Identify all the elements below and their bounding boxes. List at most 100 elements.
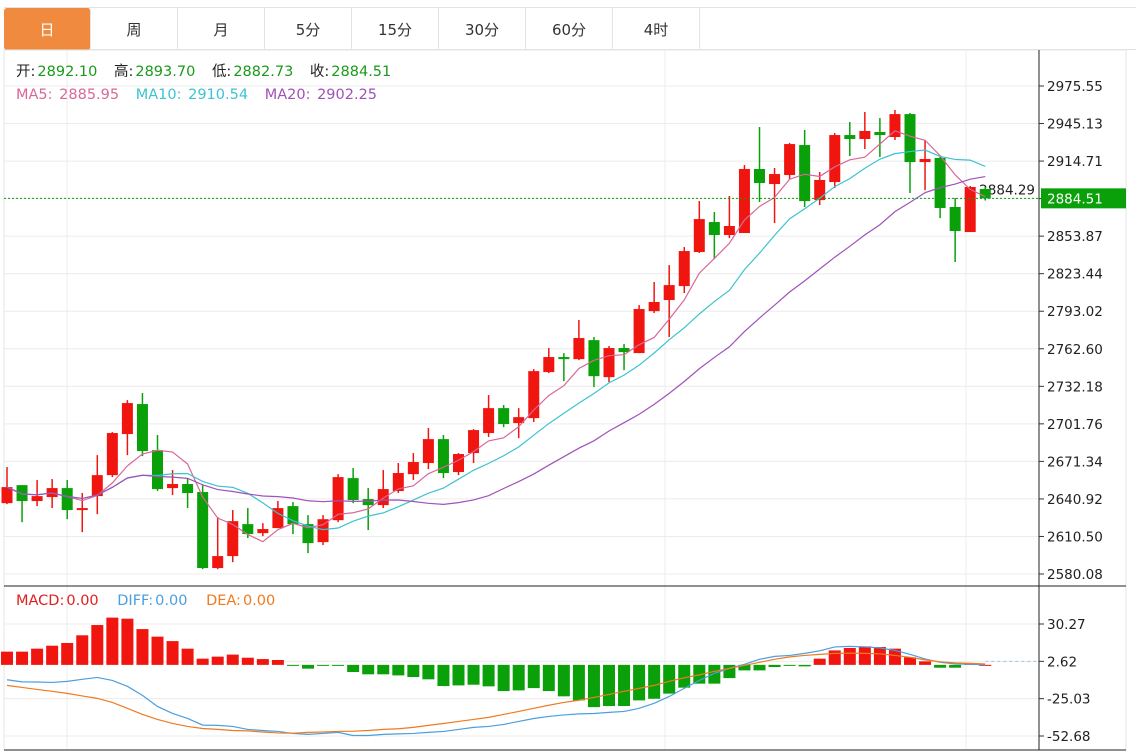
macd-bar xyxy=(211,656,224,665)
candle-body xyxy=(904,114,916,163)
macd-bar xyxy=(317,664,330,666)
candle-body xyxy=(588,340,600,377)
macd-bar xyxy=(873,647,886,665)
price-tick-label: 2945.13 xyxy=(1047,117,1103,133)
macd-bar xyxy=(813,658,826,665)
price-tick-label: 2580.08 xyxy=(1047,567,1103,583)
tab-2[interactable]: 月 xyxy=(178,8,265,50)
ma10-line xyxy=(6,149,986,531)
macd-bar xyxy=(166,641,179,665)
candle-body xyxy=(874,131,886,136)
tab-1[interactable]: 周 xyxy=(91,8,178,50)
macd-bar xyxy=(497,664,510,692)
candle-body xyxy=(468,430,480,454)
ma5-line xyxy=(6,130,986,543)
tab-5[interactable]: 30分 xyxy=(439,8,526,50)
macd-bar xyxy=(708,664,721,684)
price-tick-label: 2732.18 xyxy=(1047,379,1103,395)
macd-bar xyxy=(753,664,766,671)
price-tick-label: 2914.71 xyxy=(1047,154,1103,170)
macd-bar xyxy=(1,651,13,665)
candle-body xyxy=(287,506,299,525)
macd-bar xyxy=(843,647,856,665)
price-tick-label: 2975.55 xyxy=(1047,79,1103,95)
macd-bar xyxy=(136,629,149,665)
close-value: 2884.51 xyxy=(331,64,392,80)
diff-label: DIFF: xyxy=(117,593,154,609)
macd-bar xyxy=(542,664,555,692)
tab-7[interactable]: 4时 xyxy=(613,8,700,50)
candle-body xyxy=(182,484,194,494)
macd-bar xyxy=(587,664,600,708)
candle-body xyxy=(573,338,585,360)
ohlc-readout: 开: 2892.10 高: 2893.70 低: 2882.73 收: 2884.51 xyxy=(16,63,393,81)
price-tick-label: 2793.02 xyxy=(1047,304,1103,320)
price-tick-label: 2884.29 xyxy=(979,183,1035,199)
candle-body xyxy=(528,371,540,419)
candle-body xyxy=(498,408,510,425)
price-tick-label: 2610.50 xyxy=(1047,529,1103,545)
candle-body xyxy=(136,404,148,452)
tab-6[interactable]: 60分 xyxy=(526,8,613,50)
ma-readout: MA5: 2885.95 MA10: 2910.54 MA20: 2902.25 xyxy=(16,86,379,104)
ma20-line xyxy=(6,175,986,505)
macd-bar xyxy=(828,650,841,665)
candle-body xyxy=(949,206,961,232)
macd-bar xyxy=(633,664,646,701)
diff-line xyxy=(6,645,986,737)
macd-bar xyxy=(437,664,450,687)
macd-label: MACD: xyxy=(16,593,65,609)
macd-bar xyxy=(934,664,947,668)
candle-body xyxy=(242,524,254,535)
macd-bar xyxy=(798,664,811,667)
macd-tick-label: 2.62 xyxy=(1047,654,1077,670)
candle-body xyxy=(152,450,163,490)
high-value: 2893.70 xyxy=(135,64,196,80)
tab-4[interactable]: 15分 xyxy=(352,8,439,50)
macd-bar xyxy=(949,664,962,668)
close-label: 收: xyxy=(309,64,330,80)
dea-label: DEA: xyxy=(206,593,241,609)
price-tick-label: 2701.76 xyxy=(1047,417,1103,433)
candle-body xyxy=(422,439,434,464)
low-label: 低: xyxy=(211,64,232,80)
macd-bar xyxy=(377,664,390,675)
candle-body xyxy=(784,144,796,176)
macd-readout: MACD: 0.00 DIFF: 0.00 DEA: 0.00 xyxy=(16,592,277,610)
ma20-value: 2902.25 xyxy=(317,87,378,103)
ma5-value: 2885.95 xyxy=(59,87,120,103)
macd-tick-label: 30.27 xyxy=(1047,617,1086,633)
candle-body xyxy=(829,135,841,183)
candle-body xyxy=(979,188,991,199)
tab-3[interactable]: 5分 xyxy=(265,8,352,50)
macd-bar xyxy=(76,635,89,665)
candle-body xyxy=(663,285,675,301)
macd-bar xyxy=(61,642,74,665)
candle-body xyxy=(197,492,209,569)
macd-bar xyxy=(768,664,781,668)
candle-body xyxy=(106,433,118,476)
candle-body xyxy=(377,489,389,506)
last-price-label: 2884.51 xyxy=(1047,191,1103,207)
price-tick-label: 2762.60 xyxy=(1047,342,1103,358)
macd-bar xyxy=(572,664,585,701)
candle-body xyxy=(558,357,570,360)
candle-body xyxy=(407,462,419,475)
candle-body xyxy=(272,508,284,529)
dea-value: 0.00 xyxy=(242,593,276,609)
price-tick-label: 2853.87 xyxy=(1047,229,1103,245)
tab-0[interactable]: 日 xyxy=(4,8,91,50)
price-tick-label: 2671.34 xyxy=(1047,454,1103,470)
candle-body xyxy=(16,485,28,502)
macd-bar xyxy=(362,664,375,675)
macd-bar xyxy=(919,661,932,665)
candle-body xyxy=(31,496,43,502)
candle-body xyxy=(437,439,449,474)
price-tick-label: 2640.92 xyxy=(1047,492,1103,508)
candle-body xyxy=(648,302,660,312)
candle-body xyxy=(934,158,946,208)
candle-body xyxy=(633,309,645,354)
candle-body xyxy=(167,484,179,489)
macd-bar xyxy=(904,657,916,665)
